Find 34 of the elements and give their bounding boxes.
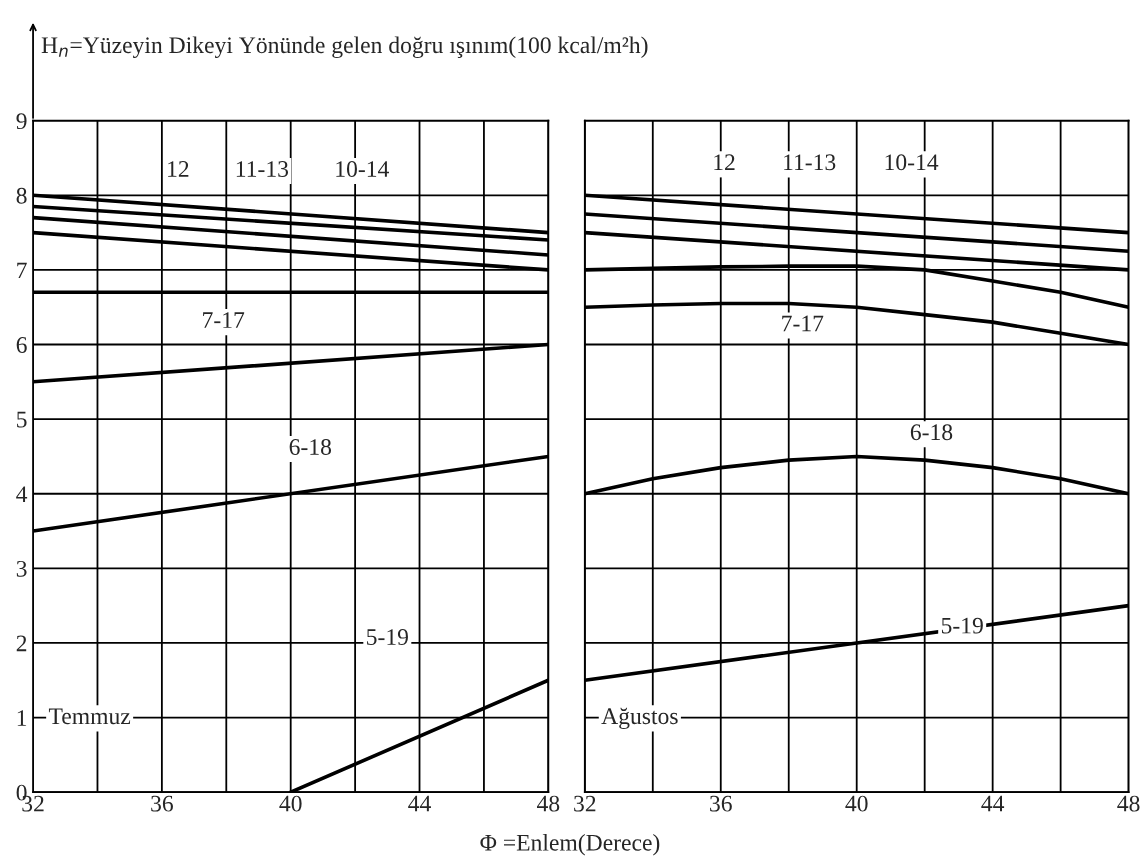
x-tick-label: 44 [408,795,431,812]
x-tick-label: 44 [981,795,1005,812]
x-tick-label: 36 [710,795,732,812]
y-tick-label: 9 [16,113,27,130]
annotation: 11-13 [784,154,836,171]
annotation: 10-14 [885,154,939,171]
y-tick-label: 8 [16,187,27,204]
annotation: 6-18 [289,439,332,455]
y-axis-title: H$_{n}$=Yüzeyin Dikeyi Yönünde gelen doğru ışınım(100 kcal/m²h) [41,36,648,59]
y-tick-label: 2 [16,635,27,652]
annotation: 12 [714,154,735,171]
y-tick-label: 4 [16,486,28,502]
annotation: Temmuz [48,708,131,725]
annotation: 6-18 [910,424,953,441]
annotation: 5-19 [941,617,983,634]
annotation: 11-13 [236,161,289,177]
annotation: Ağustos [601,707,678,730]
y-tick-label: 6 [16,337,27,353]
annotation: 7-17 [782,315,824,332]
x-tick-label: 48 [1117,795,1140,812]
annotation: 12 [168,161,189,177]
y-tick-label: 3 [16,560,27,577]
x-tick-label: 40 [845,795,868,812]
x-tick-label: 40 [279,795,302,812]
x-tick-label: 48 [537,795,560,812]
y-tick-label: 7 [17,262,27,279]
x-tick-label: 36 [151,795,173,812]
x-tick-label: 32 [574,795,596,812]
y-tick-label: 5 [17,411,27,428]
annotation: 5-19 [367,629,408,645]
annotation: 10-14 [336,161,389,177]
y-tick-label: 1 [17,710,27,726]
annotation: 7-17 [203,312,245,328]
x-axis-title: Φ =Enlem(Derece) [480,834,660,856]
